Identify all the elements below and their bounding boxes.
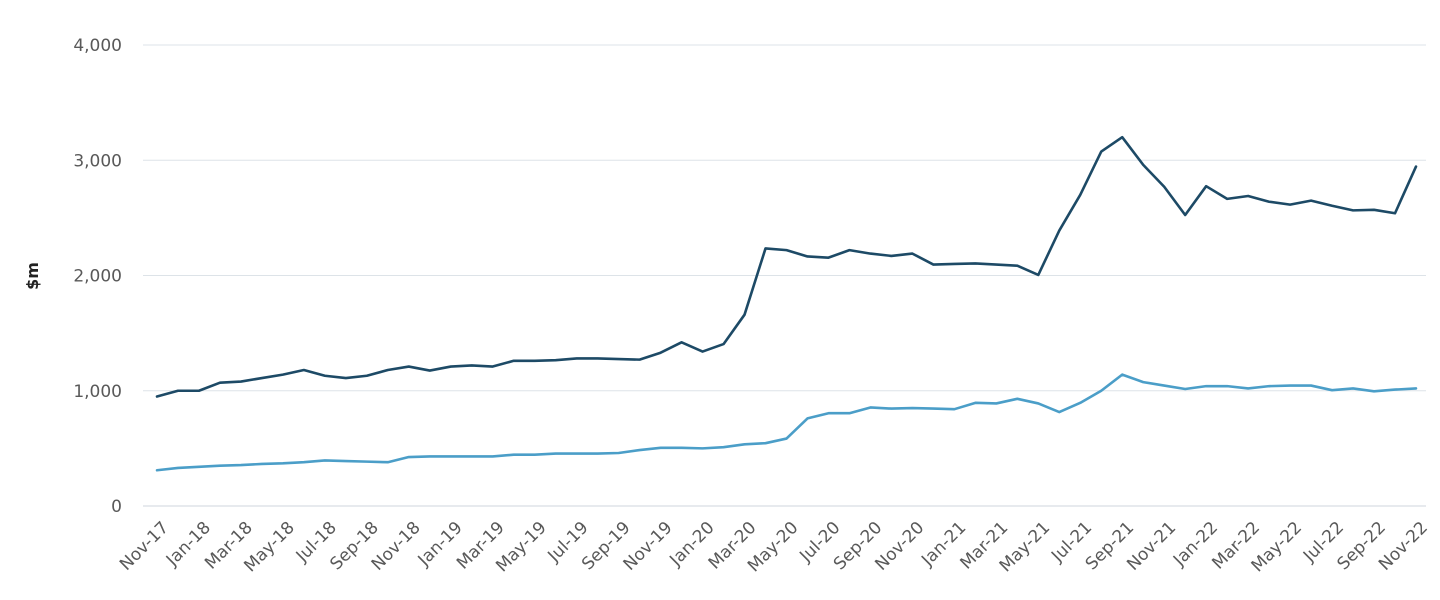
y-tick-label: 3,000 bbox=[73, 151, 122, 171]
y-tick-label: 0 bbox=[111, 497, 122, 517]
y-axis-ticks: 0 1,000 2,000 3,000 4,000 bbox=[73, 36, 122, 517]
y-tick-label: 2,000 bbox=[73, 267, 122, 287]
series-line-2 bbox=[155, 373, 1418, 472]
series-line-1 bbox=[155, 135, 1418, 398]
y-tick-label: 4,000 bbox=[73, 36, 122, 56]
y-axis-label: $m bbox=[23, 262, 42, 290]
gridlines bbox=[143, 44, 1426, 507]
x-axis-ticks: Nov-17Jan-18Mar-18May-18Jul-18Sep-18Nov-… bbox=[116, 518, 1432, 576]
x-tick-label: Nov-17 bbox=[116, 518, 173, 575]
y-tick-label: 1,000 bbox=[73, 382, 122, 402]
series-lines bbox=[155, 135, 1418, 472]
